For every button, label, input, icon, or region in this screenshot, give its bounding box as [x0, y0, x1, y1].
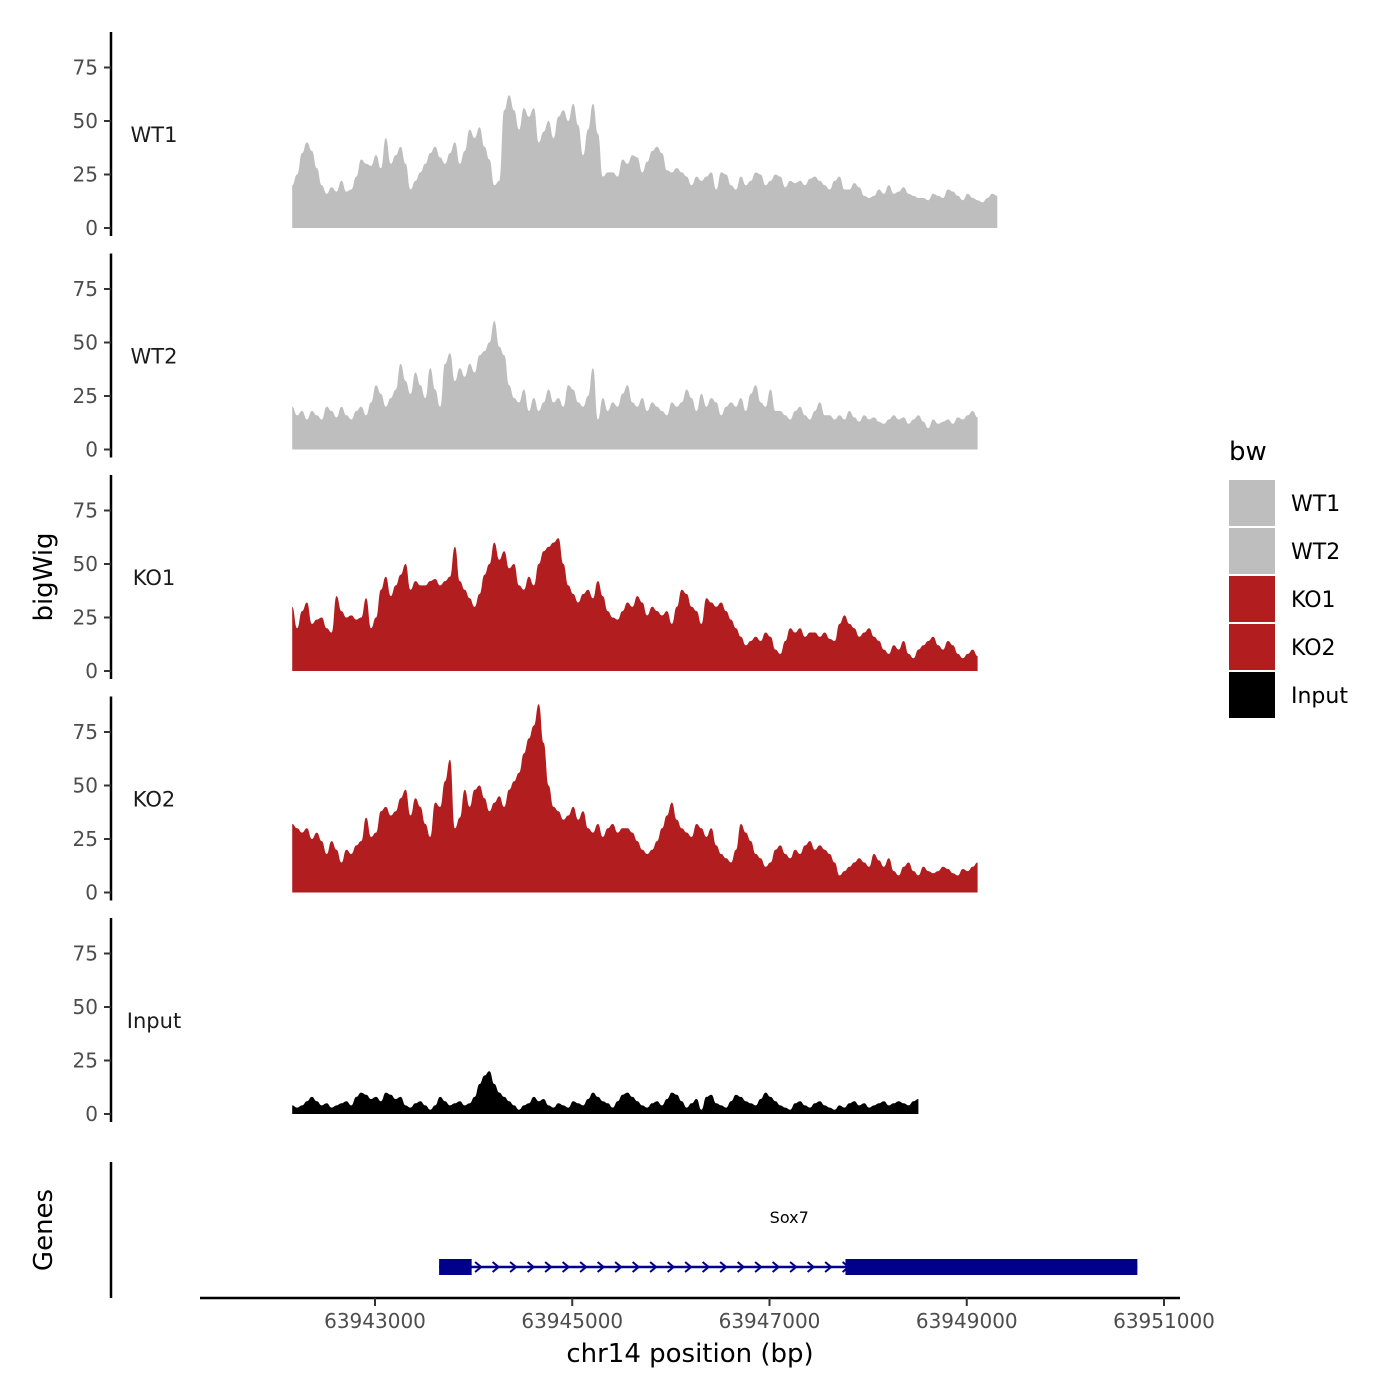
strand-arrow — [771, 1261, 781, 1273]
coverage-area-wt1 — [292, 95, 998, 228]
gene-model — [439, 1259, 1138, 1275]
legend-key-wt2 — [1229, 528, 1275, 574]
y-tick-label: 50 — [73, 995, 98, 1019]
y-tick-label: 0 — [85, 659, 98, 683]
y-tick-label: 75 — [73, 720, 98, 744]
track-label-input: Input — [127, 1009, 181, 1033]
x-axis: 63943000 63945000 63947000 63949000 63951000… — [200, 1296, 1215, 1369]
y-tick-label: 50 — [73, 109, 98, 133]
strand-arrow — [614, 1261, 623, 1273]
strand-arrow — [806, 1261, 816, 1273]
x-ticks: 63943000 63945000 63947000 63949000 63951000 — [324, 1298, 1215, 1333]
track-input: 0 25 50 75 Input — [73, 918, 919, 1126]
strand-arrow — [526, 1261, 536, 1273]
track-label-ko2: KO2 — [133, 788, 176, 812]
x-tick-label: 63943000 — [324, 1309, 426, 1333]
legend-key-ko2 — [1229, 624, 1275, 670]
legend-label-ko2: KO2 — [1291, 636, 1336, 661]
x-tick-label: 63951000 — [1113, 1309, 1215, 1333]
x-tick-label: 63947000 — [719, 1309, 821, 1333]
coverage-area-input — [292, 1071, 919, 1114]
y-tick-label: 75 — [73, 942, 98, 966]
strand-arrow — [579, 1261, 588, 1273]
y-tick-label: 75 — [73, 56, 98, 80]
y-tick-label: 50 — [73, 774, 98, 798]
y-tick-label: 50 — [73, 552, 98, 576]
strand-arrow — [491, 1261, 501, 1273]
track-wt2: 0 25 50 75 WT2 — [73, 253, 978, 462]
strand-arrow — [754, 1261, 763, 1273]
strand-arrow — [649, 1261, 658, 1273]
track-label-wt2: WT2 — [131, 345, 178, 369]
legend-label-wt1: WT1 — [1291, 492, 1340, 517]
y-tick-label: 25 — [73, 384, 98, 408]
strand-arrow — [474, 1261, 483, 1273]
y-tick-label: 0 — [85, 216, 98, 240]
y-tick-label: 0 — [85, 1102, 98, 1126]
gene-exon-2 — [845, 1259, 1138, 1275]
y-tick-label: 50 — [73, 331, 98, 355]
y-axis-title: bigWig — [29, 532, 59, 621]
legend-label-ko1: KO1 — [1291, 588, 1336, 613]
genes-axis-title: Genes — [29, 1189, 59, 1271]
legend-key-wt1 — [1229, 480, 1275, 526]
track-ko1: 0 25 50 75 KO1 — [73, 475, 978, 683]
strand-arrow — [596, 1261, 606, 1273]
y-tick-label: 0 — [85, 438, 98, 462]
track-wt1: 0 25 50 75 WT1 — [73, 32, 998, 240]
legend: bw WT1 WT2 KO1 KO2 Input — [1229, 437, 1348, 718]
legend-label-input: Input — [1291, 684, 1348, 709]
gene-exon-1 — [439, 1259, 472, 1275]
track-label-wt1: WT1 — [131, 123, 178, 147]
y-tick-label: 75 — [73, 499, 98, 523]
legend-key-ko1 — [1229, 576, 1275, 622]
gene-panel: Genes Sox7 — [29, 1162, 1138, 1298]
strand-arrow — [631, 1261, 641, 1273]
strand-arrow — [509, 1261, 518, 1273]
strand-arrow — [701, 1261, 711, 1273]
coverage-area-ko2 — [292, 704, 978, 893]
strand-arrow — [684, 1261, 693, 1273]
strand-arrow — [544, 1261, 553, 1273]
coverage-area-ko1 — [292, 538, 978, 671]
track-ko2: 0 25 50 75 KO2 — [73, 696, 978, 905]
strand-arrow — [719, 1261, 728, 1273]
strand-arrow — [736, 1261, 746, 1273]
legend-entries: WT1 WT2 KO1 KO2 Input — [1229, 480, 1348, 718]
y-tick-label: 25 — [73, 163, 98, 187]
strand-arrow — [789, 1261, 798, 1273]
strand-arrow — [824, 1261, 833, 1273]
legend-label-wt2: WT2 — [1291, 540, 1340, 565]
x-axis-title: chr14 position (bp) — [566, 1339, 813, 1369]
y-tick-label: 75 — [73, 277, 98, 301]
strand-arrow — [666, 1261, 676, 1273]
track-label-ko1: KO1 — [133, 566, 176, 590]
legend-title: bw — [1229, 437, 1267, 467]
coverage-area-wt2 — [292, 321, 978, 450]
legend-key-input — [1229, 672, 1275, 718]
gene-label-sox7: Sox7 — [770, 1208, 809, 1227]
y-tick-label: 25 — [73, 827, 98, 851]
strand-arrow — [561, 1261, 571, 1273]
y-tick-label: 25 — [73, 1049, 98, 1073]
y-tick-label: 25 — [73, 606, 98, 630]
y-tick-label: 0 — [85, 881, 98, 905]
bigwig-tracks: 0 25 50 75 WT1 0 25 50 75 WT2 0 25 50 75 KO1 0 25 50 75 KO2… — [73, 32, 998, 1126]
x-tick-label: 63949000 — [916, 1309, 1018, 1333]
x-tick-label: 63945000 — [521, 1309, 623, 1333]
